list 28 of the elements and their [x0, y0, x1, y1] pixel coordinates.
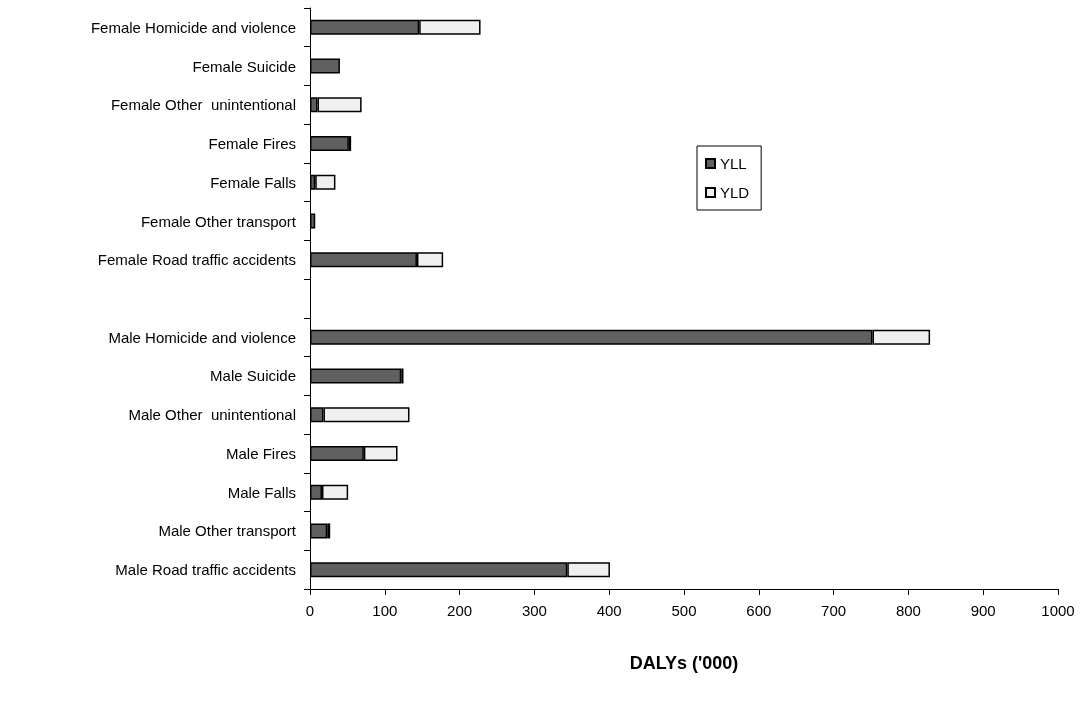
- x-tick-label: 400: [596, 602, 622, 619]
- x-axis-title: DALYs ('000): [629, 653, 739, 673]
- x-tick-label: 800: [895, 602, 921, 619]
- y-tick-label: Female Other unintentional: [110, 96, 296, 114]
- y-tick-label: Female Suicide: [192, 57, 296, 75]
- y-tick-label: Male Homicide and violence: [108, 328, 296, 346]
- x-tick-label: 0: [305, 602, 315, 619]
- y-tick-label: Female Other transport: [140, 212, 297, 230]
- x-tick-label: 300: [521, 602, 547, 619]
- y-tick-label: Male Suicide: [210, 367, 296, 385]
- y-tick-label: Female Road traffic accidents: [97, 251, 296, 269]
- x-tick-label: 100: [372, 602, 398, 619]
- y-tick-label: Male Other unintentional: [128, 406, 296, 424]
- x-tick-label: 200: [447, 602, 473, 619]
- y-tick-label: Female Falls: [210, 173, 296, 191]
- y-tick-label: Male Fires: [225, 444, 296, 462]
- x-tick-label: 600: [746, 602, 772, 619]
- x-tick-label: 700: [821, 602, 847, 619]
- x-tick-label: 900: [970, 602, 996, 619]
- x-tick-label: 500: [671, 602, 697, 619]
- y-tick-label: Male Road traffic accidents: [115, 561, 296, 579]
- y-tick-label: Female Fires: [208, 135, 296, 153]
- x-tick-label: 1000: [1041, 602, 1075, 619]
- y-tick-label: Female Homicide and violence: [90, 18, 296, 36]
- legend-label: YLD: [720, 184, 750, 201]
- y-tick-label: Male Other transport: [158, 522, 297, 540]
- legend-label: YLL: [720, 155, 747, 172]
- y-tick-label: Male Falls: [227, 483, 296, 501]
